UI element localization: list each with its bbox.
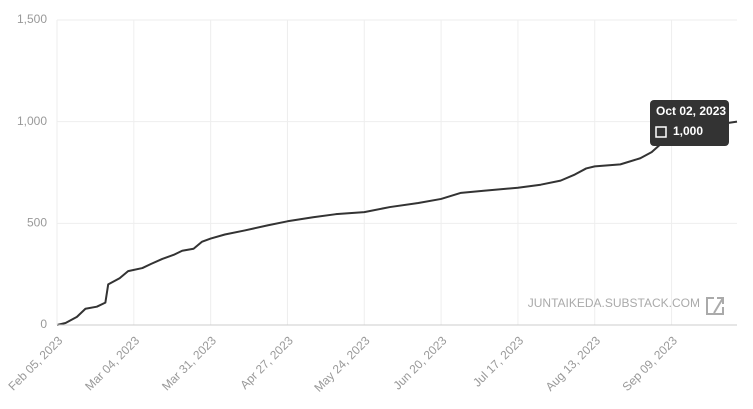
x-tick-label: Mar 04, 2023 <box>82 333 142 393</box>
icon-arrow <box>713 297 724 314</box>
x-tick-label: May 24, 2023 <box>311 333 373 395</box>
tooltip-box <box>650 100 729 146</box>
y-tick-label: 0 <box>40 317 47 331</box>
line <box>56 120 738 326</box>
tooltip-swatch <box>655 126 667 138</box>
y-tick-label: 1,500 <box>17 12 47 26</box>
tooltip-title: Oct 02, 2023 <box>656 104 726 118</box>
x-tick-label: Jun 20, 2023 <box>390 333 449 392</box>
tooltip: Oct 02, 2023 1,000 <box>650 100 729 146</box>
plot <box>56 120 738 326</box>
tooltip-value: 1,000 <box>673 124 703 138</box>
icon-box <box>706 297 724 315</box>
y-tick-label: 1,000 <box>17 114 47 128</box>
grid <box>56 19 737 326</box>
x-tick-label: Sep 09, 2023 <box>620 333 681 394</box>
y-tick-label: 500 <box>27 216 47 230</box>
x-tick-label: Mar 31, 2023 <box>159 333 219 393</box>
watermark: JUNTAIKEDA.SUBSTACK.COM <box>528 296 700 310</box>
x-tick-label: Aug 13, 2023 <box>543 333 604 394</box>
x-tick-label: Jul 17, 2023 <box>470 333 526 389</box>
x-tick-label: Feb 05, 2023 <box>5 333 65 393</box>
x-tick-label: Apr 27, 2023 <box>237 333 296 392</box>
external-link-icon[interactable] <box>706 297 724 315</box>
